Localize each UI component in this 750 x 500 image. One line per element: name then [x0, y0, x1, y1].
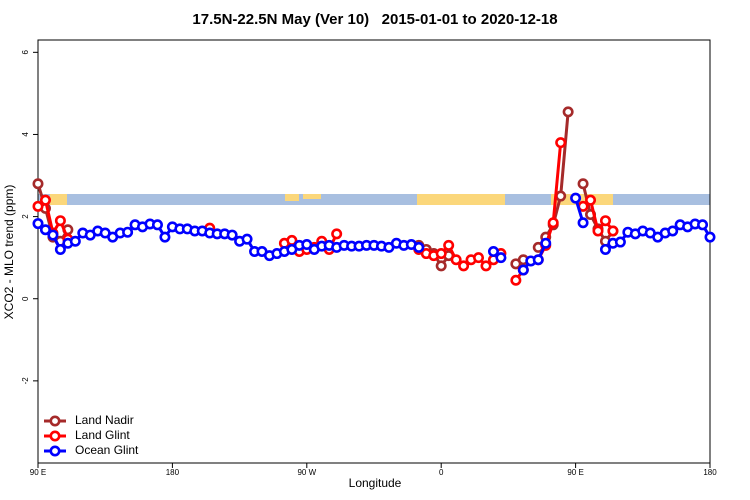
- legend-marker: [49, 445, 61, 457]
- point: [540, 237, 552, 249]
- point: [577, 217, 589, 229]
- point: [450, 254, 462, 266]
- point: [532, 254, 544, 266]
- ocean-strip: [38, 194, 710, 205]
- point: [151, 219, 163, 231]
- y-tick-label: 6: [21, 50, 30, 55]
- point: [480, 260, 492, 272]
- point: [54, 243, 66, 255]
- point: [331, 228, 343, 240]
- y-tick-label: -2: [21, 377, 30, 385]
- point: [32, 178, 44, 190]
- legend-label: Land Glint: [75, 428, 130, 442]
- y-tick-label: 0: [21, 296, 30, 301]
- point: [39, 224, 51, 236]
- legend-label: Land Nadir: [75, 413, 134, 427]
- x-tick-label: 90 W: [297, 468, 316, 477]
- point: [577, 178, 589, 190]
- legend-marker: [49, 415, 61, 427]
- point: [473, 252, 485, 264]
- x-tick-label: 180: [166, 468, 180, 477]
- point: [435, 248, 447, 260]
- x-axis-label: Longitude: [349, 476, 402, 490]
- point: [69, 235, 81, 247]
- series: [32, 192, 716, 276]
- point: [562, 106, 574, 118]
- point: [667, 225, 679, 237]
- point: [697, 219, 709, 231]
- point: [555, 137, 567, 149]
- point: [122, 226, 134, 238]
- map-strip: [38, 194, 710, 205]
- point: [510, 274, 522, 286]
- point: [555, 190, 567, 202]
- point: [413, 241, 425, 253]
- point: [54, 215, 66, 227]
- point: [599, 243, 611, 255]
- point: [301, 239, 313, 251]
- chart-title: 17.5N-22.5N May (Ver 10) 2015-01-01 to 2…: [192, 11, 557, 28]
- point: [614, 236, 626, 248]
- land-strip: [303, 194, 321, 199]
- point: [487, 246, 499, 258]
- point: [443, 239, 455, 251]
- point: [570, 192, 582, 204]
- point: [159, 231, 171, 243]
- point: [607, 225, 619, 237]
- point: [226, 229, 238, 241]
- point: [32, 218, 44, 230]
- point: [592, 225, 604, 237]
- y-tick-label: 4: [21, 132, 30, 137]
- y-tick-label: 2: [21, 214, 30, 219]
- point: [585, 194, 597, 206]
- point: [47, 229, 59, 241]
- land-strip: [285, 194, 299, 201]
- x-tick-label: 90 E: [567, 468, 583, 477]
- legend-marker: [49, 430, 61, 442]
- point: [547, 217, 559, 229]
- y-axis-label: XCO2 - MLO trend (ppm): [2, 185, 16, 320]
- point: [704, 231, 716, 243]
- point: [39, 194, 51, 206]
- point: [599, 215, 611, 227]
- x-tick-label: 180: [703, 468, 717, 477]
- x-tick-label: 90 E: [30, 468, 46, 477]
- land-strip: [551, 194, 613, 205]
- point: [32, 200, 44, 212]
- point: [458, 260, 470, 272]
- point: [435, 260, 447, 272]
- point: [495, 252, 507, 264]
- x-tick-label: 0: [439, 468, 444, 477]
- legend-label: Ocean Glint: [75, 443, 139, 457]
- land-strip: [417, 194, 505, 205]
- point: [517, 264, 529, 276]
- point: [241, 233, 253, 245]
- plot-frame: [37, 39, 711, 464]
- land-strip: [50, 194, 67, 205]
